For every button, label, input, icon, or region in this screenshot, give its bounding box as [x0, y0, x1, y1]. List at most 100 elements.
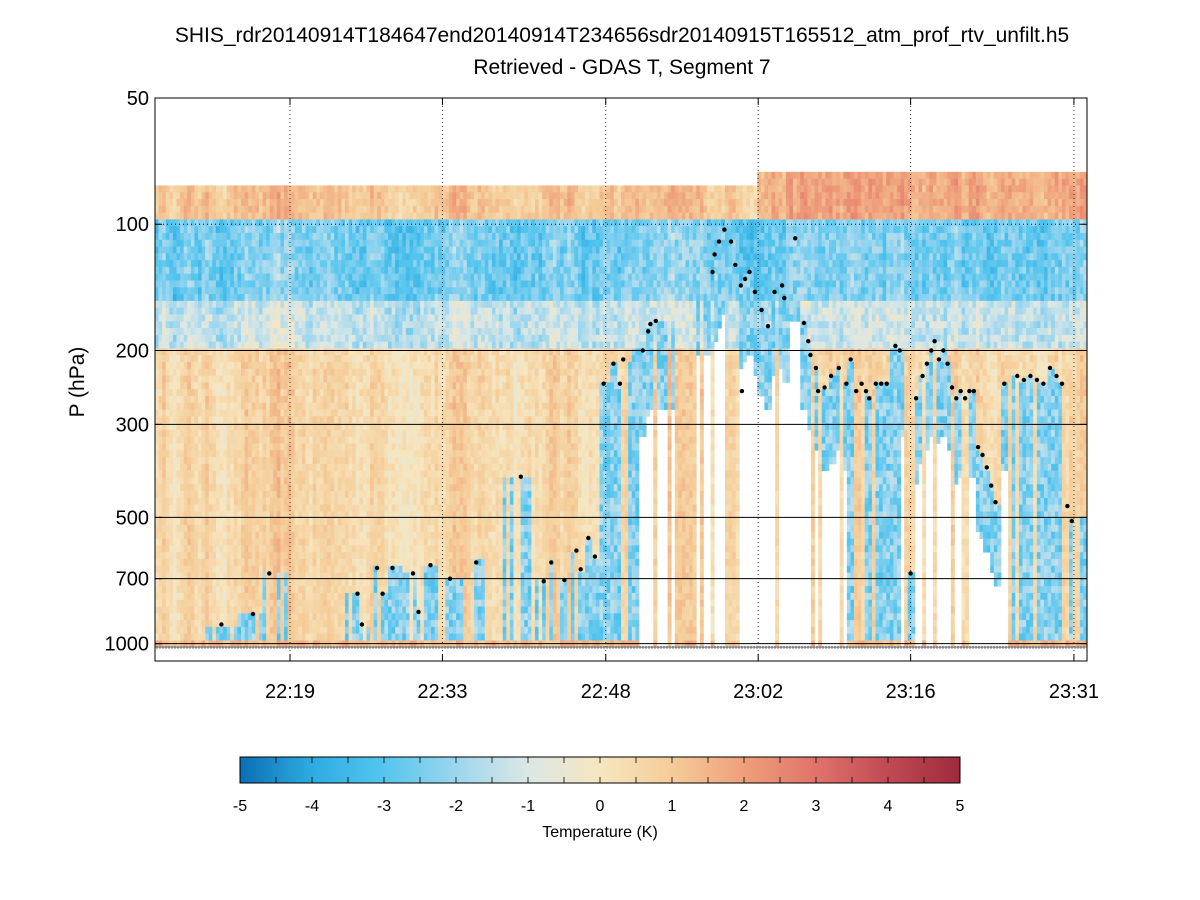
- heatmap-cell: [155, 430, 159, 437]
- heatmap-cell: [263, 416, 267, 423]
- heatmap-cell: [173, 410, 177, 417]
- heatmap-cell: [313, 247, 317, 254]
- heatmap-cell: [155, 233, 159, 240]
- heatmap-cell: [180, 477, 184, 484]
- heatmap-cell: [230, 267, 234, 274]
- heatmap-cell: [209, 586, 213, 593]
- heatmap-cell: [227, 335, 231, 342]
- heatmap-cell: [180, 600, 184, 607]
- heatmap-cell: [298, 247, 302, 254]
- heatmap-cell: [202, 274, 206, 281]
- heatmap-cell: [191, 620, 195, 627]
- heatmap-cell: [234, 219, 238, 226]
- heatmap-cell: [316, 437, 320, 444]
- heatmap-cell: [306, 335, 310, 342]
- heatmap-cell: [263, 464, 267, 471]
- heatmap-cell: [306, 362, 310, 369]
- heatmap-cell: [255, 226, 259, 233]
- heatmap-cell: [280, 532, 284, 539]
- heatmap-cell: [162, 525, 166, 532]
- heatmap-cell: [309, 192, 313, 199]
- heatmap-cell: [270, 559, 274, 566]
- heatmap-cell: [194, 335, 198, 342]
- heatmap-cell: [227, 260, 231, 267]
- heatmap-cell: [277, 389, 281, 396]
- heatmap-cell: [263, 389, 267, 396]
- heatmap-cell: [320, 328, 324, 335]
- heatmap-cell: [212, 586, 216, 593]
- heatmap-cell: [177, 185, 181, 192]
- heatmap-cell: [252, 308, 256, 315]
- heatmap-cell: [169, 552, 173, 559]
- heatmap-cell: [313, 301, 317, 308]
- heatmap-cell: [245, 566, 249, 573]
- heatmap-cell: [194, 308, 198, 315]
- heatmap-cell: [234, 552, 238, 559]
- heatmap-cell: [194, 593, 198, 600]
- heatmap-cell: [177, 274, 181, 281]
- heatmap-cell: [306, 593, 310, 600]
- heatmap-cell: [237, 498, 241, 505]
- heatmap-cell: [245, 593, 249, 600]
- heatmap-cell: [270, 294, 274, 301]
- heatmap-cell: [302, 593, 306, 600]
- heatmap-cell: [266, 185, 270, 192]
- heatmap-cell: [220, 281, 224, 288]
- heatmap-cell: [320, 566, 324, 573]
- heatmap-cell: [177, 355, 181, 362]
- heatmap-cell: [237, 396, 241, 403]
- heatmap-cell: [212, 552, 216, 559]
- heatmap-cell: [295, 430, 299, 437]
- heatmap-cell: [177, 505, 181, 512]
- heatmap-cell: [313, 566, 317, 573]
- heatmap-cell: [284, 301, 288, 308]
- heatmap-cell: [298, 376, 302, 383]
- heatmap-cell: [266, 532, 270, 539]
- heatmap-cell: [194, 579, 198, 586]
- heatmap-cell: [306, 450, 310, 457]
- heatmap-cell: [220, 566, 224, 573]
- heatmap-cell: [198, 484, 202, 491]
- heatmap-cell: [216, 539, 220, 546]
- heatmap-cell: [288, 294, 292, 301]
- heatmap-cell: [223, 471, 227, 478]
- heatmap-cell: [202, 410, 206, 417]
- heatmap-cell: [237, 450, 241, 457]
- heatmap-cell: [245, 437, 249, 444]
- heatmap-cell: [306, 464, 310, 471]
- heatmap-cell: [241, 525, 245, 532]
- heatmap-cell: [194, 539, 198, 546]
- heatmap-cell: [252, 471, 256, 478]
- heatmap-cell: [187, 430, 191, 437]
- heatmap-cell: [230, 416, 234, 423]
- heatmap-cell: [184, 457, 188, 464]
- heatmap-cell: [162, 355, 166, 362]
- heatmap-cell: [280, 477, 284, 484]
- heatmap-cell: [230, 403, 234, 410]
- heatmap-cell: [298, 192, 302, 199]
- heatmap-cell: [295, 593, 299, 600]
- heatmap-cell: [187, 206, 191, 213]
- heatmap-cell: [155, 226, 159, 233]
- heatmap-cell: [313, 634, 317, 641]
- heatmap-cell: [255, 498, 259, 505]
- heatmap-cell: [284, 362, 288, 369]
- heatmap-cell: [180, 450, 184, 457]
- heatmap-cell: [302, 376, 306, 383]
- heatmap-cell: [263, 260, 267, 267]
- heatmap-cell: [288, 600, 292, 607]
- heatmap-cell: [194, 634, 198, 641]
- heatmap-cell: [280, 233, 284, 240]
- heatmap-cell: [234, 321, 238, 328]
- heatmap-cell: [216, 253, 220, 260]
- heatmap-cell: [259, 586, 263, 593]
- heatmap-cell: [248, 287, 252, 294]
- heatmap-cell: [230, 287, 234, 294]
- heatmap-cell: [277, 552, 281, 559]
- heatmap-cell: [227, 185, 231, 192]
- heatmap-cell: [187, 607, 191, 614]
- heatmap-cell: [169, 226, 173, 233]
- heatmap-cell: [230, 247, 234, 254]
- heatmap-cell: [227, 328, 231, 335]
- heatmap-cell: [198, 607, 202, 614]
